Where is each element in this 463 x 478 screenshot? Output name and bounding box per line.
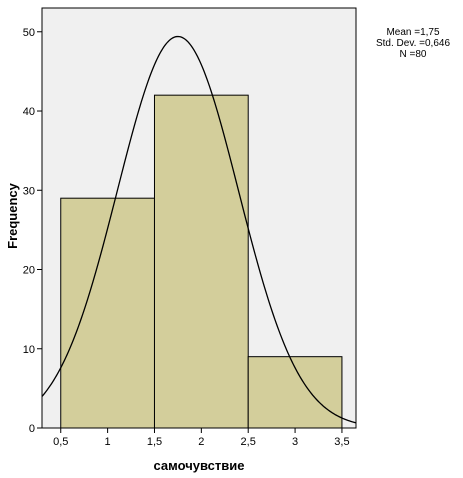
y-tick-label-1: 10 [23, 344, 35, 356]
x-tick-label-1: 1 [105, 436, 111, 448]
stats-line-3: N =80 [400, 49, 427, 60]
y-tick-label-4: 40 [23, 106, 35, 118]
y-tick-label-2: 20 [23, 265, 35, 277]
y-axis-title: Frequency [5, 182, 20, 249]
y-tick-label-0: 0 [29, 423, 35, 435]
y-tick-label-5: 50 [23, 27, 35, 39]
x-tick-label-0: 0,5 [53, 436, 68, 448]
stats-line-1: Mean =1,75 [386, 27, 440, 38]
x-tick-label-2: 1,5 [147, 436, 162, 448]
y-tick-label-3: 30 [23, 185, 35, 197]
histogram-bar-2 [153, 94, 249, 429]
x-tick-label-4: 2,5 [241, 436, 256, 448]
x-tick-label-3: 2 [198, 436, 204, 448]
axes: 0 10 20 30 40 50 0,5 1 1,5 2 2,5 3 3,5 [23, 27, 350, 448]
histogram-bar-1 [60, 197, 155, 429]
normal-curve [42, 35, 356, 424]
x-tick-label-5: 3 [292, 436, 298, 448]
x-tick-label-6: 3,5 [334, 436, 349, 448]
stats-line-2: Std. Dev. =0,646 [376, 38, 450, 49]
normal-curve-layer [42, 35, 356, 424]
bars [60, 94, 343, 429]
x-axis-title: самочувствие [154, 458, 245, 473]
